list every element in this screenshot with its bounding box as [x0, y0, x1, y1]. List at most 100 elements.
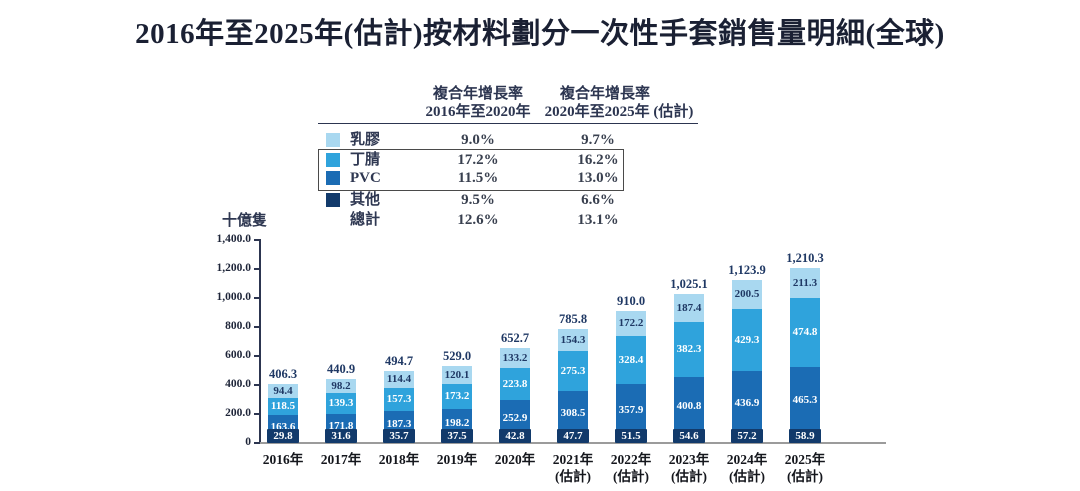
x-axis-label: 2017年 — [299, 452, 383, 469]
bar-segment-乳膠: 98.2 — [326, 379, 356, 393]
bar-total-label: 652.7 — [500, 331, 530, 345]
cagr-value-2020-2025: 16.2% — [577, 152, 619, 168]
bar-total-label: 1,025.1 — [670, 277, 708, 291]
segment-value-label: 328.4 — [618, 353, 644, 366]
x-axis-label-line: 2017年 — [320, 452, 362, 467]
bar-segment-丁腈: 118.5 — [268, 398, 298, 415]
bar-segment-丁腈: 173.2 — [442, 384, 472, 409]
bar-segment-PVC: 436.9 — [732, 371, 762, 435]
bar-segment-乳膠: 200.5 — [732, 280, 762, 309]
x-axis-label-line: 2025年 — [784, 452, 826, 467]
cagr-row-label: 乳膠 — [350, 132, 381, 148]
cagr-value-2016-2020: 12.6% — [457, 212, 499, 228]
cagr-value-2016-2020: 11.5% — [457, 170, 499, 186]
y-tick-mark — [254, 239, 260, 241]
y-tick-label: 1,000.0 — [216, 291, 252, 303]
bar-total-label: 1,123.9 — [728, 263, 766, 277]
segment-value-label: 157.3 — [386, 393, 412, 405]
x-axis-label-line: (估計) — [613, 468, 649, 484]
segment-value-pill-其他: 58.9 — [789, 429, 821, 443]
segment-value-label: 211.3 — [792, 276, 818, 289]
y-tick-mark — [254, 442, 260, 444]
segment-value-label: 187.3 — [386, 418, 412, 430]
segment-value-label: 465.3 — [792, 394, 818, 406]
bar-total-label: 529.0 — [442, 349, 472, 363]
cagr-legend-table: 複合年增長率 2016年至2020年 複合年增長率 2020年至2025年 (估… — [318, 83, 710, 233]
x-axis-label-line: 2024年 — [726, 452, 768, 467]
segment-value-label: 118.5 — [270, 400, 296, 412]
cagr-col2-header-line1: 複合年增長率 — [559, 86, 650, 102]
x-axis-baseline — [254, 442, 886, 444]
segment-value-pill-其他: 51.5 — [615, 429, 647, 443]
y-axis-line — [259, 239, 261, 444]
segment-value-pill-其他: 31.6 — [325, 429, 357, 443]
x-axis-label: 2020年 — [473, 452, 557, 469]
cagr-row-pvc: PVC 11.5% 13.0% — [318, 169, 710, 187]
y-tick-label: 1,200.0 — [216, 262, 252, 274]
segment-value-label: 172.2 — [618, 317, 644, 329]
segment-value-label: 139.3 — [328, 397, 354, 409]
cagr-value-2016-2020: 9.5% — [461, 192, 495, 208]
x-axis-label-line: (估計) — [671, 468, 707, 484]
cagr-value-2016-2020: 9.0% — [461, 132, 495, 148]
bar-total-label: 910.0 — [616, 294, 646, 308]
x-axis-label-line: (估計) — [555, 468, 591, 484]
segment-value-label: 94.4 — [273, 384, 293, 397]
bar-segment-丁腈: 223.8 — [500, 368, 530, 400]
bar-segment-PVC: 465.3 — [790, 367, 820, 434]
bar-segment-丁腈: 275.3 — [558, 351, 588, 391]
x-axis-label-line: 2018年 — [378, 452, 420, 467]
cagr-row-label: 總計 — [350, 212, 381, 228]
segment-value-label: 173.2 — [444, 390, 470, 402]
y-tick-mark — [254, 326, 260, 328]
segment-value-label: 308.5 — [560, 407, 586, 419]
nitrile-pvc-highlight-box — [318, 149, 624, 191]
x-axis-label-line: 2019年 — [436, 452, 478, 467]
segment-value-pill-其他: 54.6 — [673, 429, 705, 443]
x-axis-label: 2021年 (估計) — [531, 452, 615, 485]
bar-segment-乳膠: 187.4 — [674, 294, 704, 322]
x-axis-label-line: 2023年 — [668, 452, 710, 467]
x-axis-label: 2019年 — [415, 452, 499, 469]
y-tick-mark — [254, 268, 260, 270]
segment-value-label: 357.9 — [618, 403, 644, 416]
bar-segment-丁腈: 328.4 — [616, 336, 646, 384]
page-title: 2016年至2025年(估計)按材料劃分一次性手套銷售量明細(全球) — [135, 18, 945, 50]
segment-value-pill-其他: 29.8 — [267, 429, 299, 443]
y-tick-label: 1,400.0 — [216, 233, 252, 245]
cagr-value-2020-2025: 13.0% — [577, 170, 619, 186]
cagr-row-label: 丁腈 — [350, 152, 381, 168]
segment-value-label: 436.9 — [734, 396, 760, 409]
bar-total-label: 440.9 — [326, 362, 356, 376]
x-axis-label: 2025年 (估計) — [763, 452, 847, 485]
segment-value-label: 187.4 — [676, 301, 702, 314]
segment-value-label: 171.8 — [328, 419, 354, 432]
cagr-row-label: PVC — [350, 170, 381, 186]
segment-value-label: 223.8 — [502, 377, 528, 390]
segment-value-pill-其他: 57.2 — [731, 429, 763, 443]
segment-value-pill-其他: 42.8 — [499, 429, 531, 443]
segment-value-label: 382.3 — [676, 343, 702, 355]
bar-segment-PVC: 308.5 — [558, 391, 588, 436]
y-tick-label: 400.0 — [225, 378, 251, 390]
segment-value-label: 200.5 — [734, 288, 760, 300]
y-tick-label: 0 — [245, 436, 251, 448]
segment-value-label: 252.9 — [502, 412, 528, 424]
segment-value-label: 133.2 — [502, 351, 528, 364]
bar-segment-PVC: 357.9 — [616, 384, 646, 436]
bar-segment-丁腈: 382.3 — [674, 322, 704, 377]
segment-value-label: 163.6 — [270, 420, 296, 433]
segment-value-pill-其他: 35.7 — [383, 429, 415, 443]
x-axis-label: 2022年 (估計) — [589, 452, 673, 485]
segment-value-label: 474.8 — [792, 326, 818, 338]
segment-value-label: 154.3 — [560, 333, 586, 346]
y-tick-mark — [254, 355, 260, 357]
segment-value-label: 429.3 — [734, 333, 760, 346]
y-axis-unit-label: 十億隻 — [222, 213, 268, 229]
cagr-row-nitrile: 丁腈 17.2% 16.2% — [318, 151, 710, 169]
y-tick-label: 600.0 — [225, 349, 251, 361]
x-axis-label-line: 2016年 — [262, 452, 304, 467]
x-axis-label-line: 2020年 — [494, 452, 536, 467]
bar-segment-乳膠: 114.4 — [384, 371, 414, 388]
